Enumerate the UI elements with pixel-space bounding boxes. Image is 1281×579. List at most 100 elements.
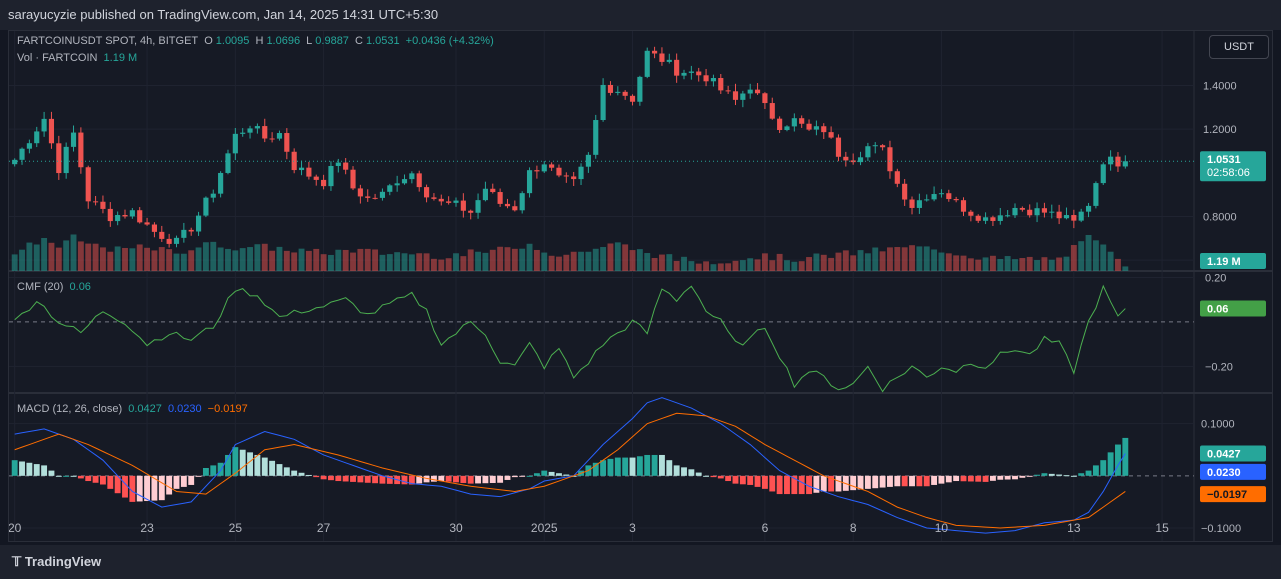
candle-body — [63, 146, 69, 174]
volume-bar — [151, 250, 158, 271]
volume-bar — [55, 247, 62, 271]
symbol-label[interactable]: FARTCOINUSDT SPOT, 4h, BITGET — [17, 35, 199, 47]
volume-bar — [195, 247, 202, 271]
volume-bar — [144, 247, 151, 271]
macd-histogram-bar — [55, 475, 62, 477]
macd-histogram-bar — [33, 464, 40, 476]
chart-canvas[interactable]: 1.40001.20000.80000.60000.20−0.200.1000−… — [9, 31, 1272, 541]
macd-tick-label: 0.1000 — [1201, 419, 1235, 431]
macd-histogram-bar — [644, 454, 651, 476]
macd-legend: MACD (12, 26, close) 0.0427 0.0230 −0.01… — [17, 403, 251, 415]
macd-histogram-bar — [614, 457, 621, 476]
macd-histogram-bar — [247, 452, 253, 476]
volume-legend: Vol · FARTCOIN 1.19 M — [17, 52, 140, 64]
candle-body — [931, 194, 937, 200]
volume-bar — [541, 252, 548, 271]
candle-body — [909, 199, 915, 208]
volume-bar — [850, 255, 857, 271]
volume-bar — [695, 263, 702, 271]
macd-histogram-bar — [953, 475, 960, 482]
macd-histogram-bar — [350, 475, 356, 482]
volume-bar — [489, 249, 496, 271]
close-label: C — [355, 35, 363, 47]
candle-body — [504, 203, 511, 207]
macd-histogram-bar — [26, 462, 33, 476]
volume-bar — [401, 253, 408, 271]
macd-histogram-bar — [600, 460, 607, 476]
volume-bar — [19, 249, 25, 271]
macd-histogram-bar — [975, 475, 982, 482]
candle-body — [1071, 215, 1077, 221]
macd-histogram-bar — [710, 475, 717, 478]
macd-histogram-bar — [511, 475, 518, 478]
volume-bar — [945, 253, 952, 271]
macd-histogram-bar — [747, 475, 754, 485]
macd-histogram-bar — [681, 467, 687, 476]
candle-body — [960, 200, 967, 212]
macd-histogram-bar — [232, 447, 239, 476]
chart-area[interactable]: 1.40001.20000.80000.60000.20−0.200.1000−… — [8, 30, 1273, 542]
macd-histogram-bar — [225, 454, 231, 476]
candle-body — [115, 215, 121, 222]
macd-histogram-bar — [1012, 475, 1018, 480]
candle-body — [438, 198, 444, 202]
volume-label[interactable]: Vol · FARTCOIN — [17, 52, 98, 64]
volume-bar — [1115, 258, 1121, 271]
candle-body — [93, 201, 99, 203]
candle-body — [541, 164, 547, 172]
macd-histogram-bar — [1092, 465, 1099, 476]
candle-body — [732, 91, 739, 100]
candle-body — [137, 210, 143, 223]
candle-body — [173, 237, 180, 244]
candle-body — [769, 103, 775, 119]
price-tick-label: 1.4000 — [1203, 81, 1237, 93]
volume-bar — [283, 250, 290, 271]
candle-body — [1100, 164, 1106, 184]
open-value: 1.0095 — [215, 35, 250, 47]
volume-bar — [386, 254, 393, 271]
candle-body — [865, 146, 871, 158]
macd-tick-label: −0.1000 — [1201, 523, 1241, 535]
currency-button[interactable]: USDT — [1209, 35, 1269, 59]
volume-bar — [894, 247, 901, 271]
volume-bar — [813, 253, 820, 271]
candle-body — [571, 176, 577, 180]
candle-body — [666, 59, 672, 62]
macd-label[interactable]: MACD (12, 26, close) — [17, 403, 123, 415]
candle-body — [482, 188, 488, 201]
macd-histogram-bar — [1122, 437, 1129, 476]
high-label: H — [255, 35, 264, 47]
tradingview-logo[interactable]: 𝕋 TradingView — [0, 554, 101, 569]
candle-body — [526, 170, 533, 194]
macd-histogram-bar — [460, 475, 467, 483]
macd-histogram-bar — [1085, 470, 1092, 476]
volume-bar — [960, 255, 967, 271]
candle-body — [306, 167, 312, 177]
candle-body — [968, 211, 974, 216]
volume-bar — [1100, 244, 1107, 271]
candle-body — [100, 201, 106, 209]
open-label: O — [204, 35, 213, 47]
candle-body — [629, 95, 636, 102]
volume-bar — [261, 243, 268, 271]
macd-histogram-bar — [70, 475, 77, 477]
volume-bar — [592, 248, 599, 271]
volume-bar — [269, 250, 276, 271]
candle-body — [122, 215, 128, 217]
candle-body — [26, 143, 32, 149]
candle-body — [828, 132, 834, 138]
candle-body — [240, 132, 246, 134]
volume-bar — [239, 248, 246, 271]
volume-bar — [666, 254, 673, 271]
cmf-label[interactable]: CMF (20) — [17, 281, 64, 293]
volume-bar — [820, 254, 827, 271]
macd-histogram-bar — [144, 475, 151, 502]
candle-body — [615, 91, 621, 93]
volume-bar — [909, 245, 915, 271]
volume-bar — [901, 247, 908, 271]
volume-bar — [761, 253, 768, 271]
candle-body — [585, 154, 591, 167]
volume-bar — [173, 253, 180, 271]
macd-value: 0.0427 — [128, 403, 162, 415]
x-tick-label: 10 — [935, 521, 949, 535]
